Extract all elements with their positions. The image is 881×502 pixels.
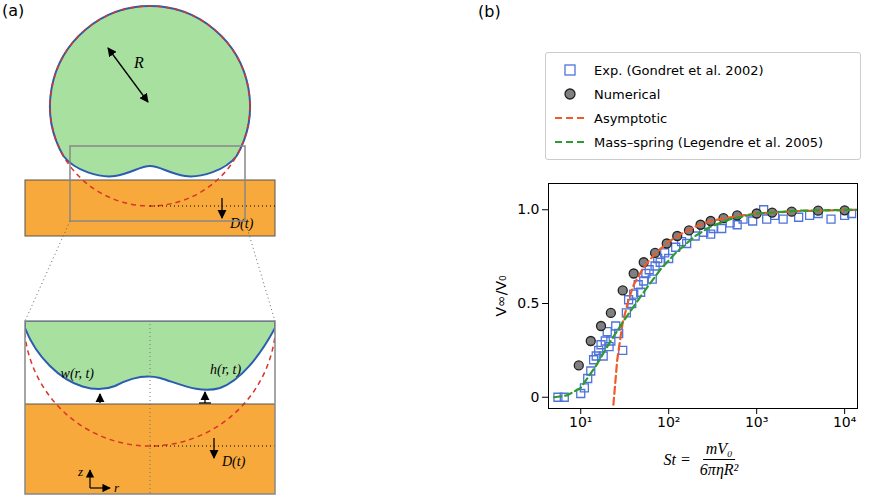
svg-text:10²: 10² (657, 414, 680, 430)
svg-text:D(t): D(t) (229, 216, 254, 232)
html-text:6πηR²: 6πηR² (699, 461, 739, 478)
svg-text:10⁴: 10⁴ (833, 414, 857, 430)
html-text:Exp. (Gondret et al. 2002): Exp. (Gondret et al. 2002) (594, 62, 764, 78)
svg-text:0.5: 0.5 (517, 295, 539, 311)
svg-text:z: z (77, 464, 83, 479)
svg-text:r: r (114, 480, 120, 495)
html-text:(b): (b) (478, 2, 501, 21)
html-text:Numerical: Numerical (594, 86, 661, 102)
svg-text:w(r, t): w(r, t) (61, 366, 95, 382)
svg-text:R: R (133, 54, 144, 71)
html-text:mV₀: mV₀ (705, 440, 733, 457)
svg-text:10¹: 10¹ (569, 414, 592, 430)
svg-text:(a): (a) (2, 1, 24, 20)
html-text:St =: St = (663, 450, 691, 468)
svg-text:1.0: 1.0 (517, 201, 539, 217)
svg-text:10³: 10³ (745, 414, 768, 430)
svg-text:h(r, t): h(r, t) (210, 362, 241, 378)
html-text:Asymptotic: Asymptotic (594, 110, 668, 126)
svg-text:V∞/V₀: V∞/V₀ (493, 275, 509, 317)
html-text:Mass–spring (Legendre et al. 2: Mass–spring (Legendre et al. 2005) (594, 134, 824, 150)
svg-text:0: 0 (531, 389, 540, 405)
svg-text:D(t): D(t) (221, 454, 246, 470)
